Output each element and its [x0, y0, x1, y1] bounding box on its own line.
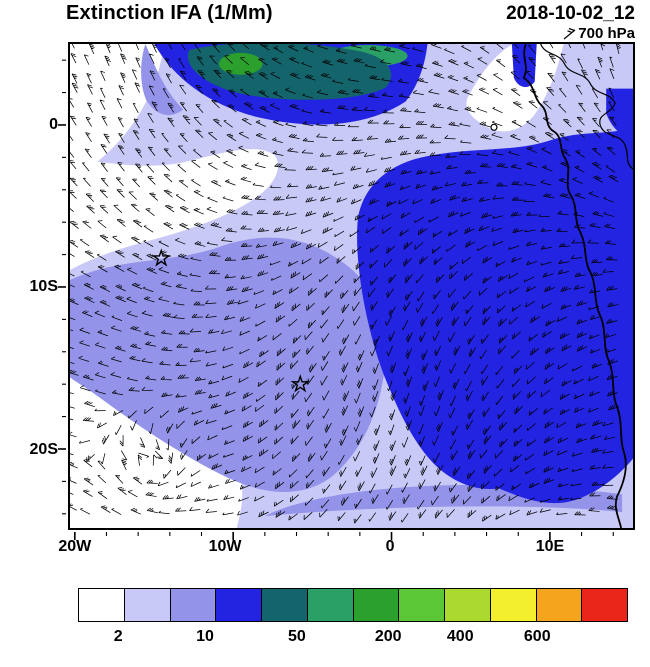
x-axis-label: 10W	[208, 538, 242, 555]
marker-layer	[151, 248, 310, 393]
clean-air-region	[70, 44, 165, 183]
max-extinction-region	[218, 52, 263, 75]
colorbar-tick-label: 10	[196, 628, 214, 645]
moderate-extinction-region	[141, 44, 184, 116]
clean-air-region	[70, 149, 279, 271]
colorbar	[78, 588, 628, 622]
y-axis-label: 20S	[29, 440, 58, 458]
inland-border-line	[540, 44, 633, 170]
colorbar-tick-label: 400	[446, 628, 474, 645]
x-axis-label: 20W	[58, 538, 92, 555]
star-marker	[290, 374, 310, 393]
colorbar-cell-4	[216, 589, 262, 621]
small-coastal-feature	[490, 123, 498, 131]
colorbar-cell-7	[353, 589, 400, 621]
y-axis-label: 10S	[29, 277, 58, 295]
wind-barbs	[70, 44, 621, 524]
x-axis-label: 0	[385, 538, 395, 555]
colorbar-tick-label: 50	[287, 628, 306, 645]
map-plot	[68, 42, 635, 530]
plot-title: Extinction IFA (1/Mm)	[66, 2, 273, 24]
pressure-level-text: 700 hPa	[578, 25, 635, 42]
pressure-level-label: 700 hPa	[562, 25, 635, 42]
star-marker	[151, 248, 171, 267]
x-axis-label: 10E	[535, 538, 565, 555]
colorbar-cell-3	[170, 589, 217, 621]
colorbar-cell-12	[582, 589, 627, 621]
coastline	[522, 44, 627, 528]
colorbar-cell-11	[536, 589, 583, 621]
colorbar-tick-label: 2	[113, 628, 123, 645]
colorbar-cell-1	[79, 589, 125, 621]
colorbar-cell-10	[490, 589, 537, 621]
clean-air-region	[466, 44, 564, 132]
colorbar-cell-9	[445, 589, 491, 621]
colorbar-cell-6	[307, 589, 354, 621]
colorbar-cell-5	[262, 589, 308, 621]
y-axis-label: 0	[49, 115, 58, 133]
colorbar-cell-8	[399, 589, 445, 621]
high-extinction-region	[357, 127, 633, 504]
map-canvas	[70, 44, 633, 528]
high-extinction-region	[606, 88, 633, 140]
colorbar-tick-label: 200	[374, 628, 402, 645]
wind-barb-legend-icon	[563, 27, 576, 40]
colorbar-cell-2	[124, 589, 171, 621]
plot-datetime: 2018-10-02_12	[506, 3, 635, 24]
wind-barbs-layer	[70, 44, 621, 524]
colorbar-tick-label: 600	[523, 628, 551, 645]
